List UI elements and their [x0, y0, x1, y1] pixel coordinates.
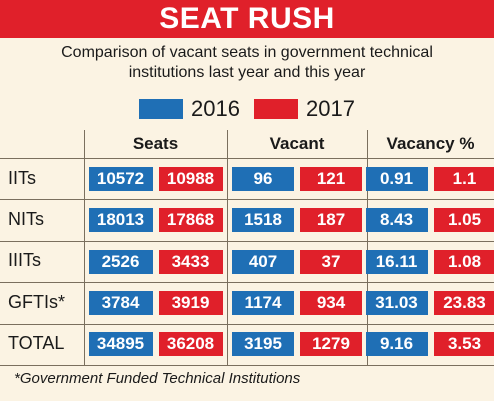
- column-header: Seats: [132, 134, 179, 153]
- legend-swatch-2016: [139, 99, 184, 119]
- value-2017: 37: [300, 249, 362, 274]
- value-2017: 3919: [158, 290, 223, 315]
- value-2016: 18013: [88, 208, 153, 233]
- column-divider: [84, 130, 85, 365]
- value-2017: 934: [300, 290, 362, 315]
- value-2016: 2526: [88, 249, 153, 274]
- footnote: *Government Funded Technical Institution…: [14, 370, 301, 387]
- banner: SEAT RUSH: [0, 0, 494, 38]
- value-2017: 10988: [158, 166, 223, 191]
- banner-title: SEAT RUSH: [159, 2, 335, 35]
- column-divider: [227, 130, 228, 365]
- subtitle-line: institutions last year and this year: [128, 64, 366, 81]
- row-label: GFTIs*: [8, 291, 65, 312]
- legend-item-2017: 2017: [254, 96, 355, 122]
- value-2016: 9.16: [365, 332, 428, 357]
- value-2016: 1174: [232, 290, 294, 315]
- row-divider: [0, 365, 494, 366]
- value-2017: 23.83: [433, 290, 494, 315]
- value-2016: 31.03: [365, 290, 428, 315]
- row-divider: [0, 323, 494, 325]
- row-divider: [0, 282, 494, 284]
- row-label: TOTAL: [8, 333, 65, 354]
- column-header: Vacancy %: [386, 134, 475, 153]
- legend: 2016 2017: [0, 95, 494, 123]
- row-divider: [0, 240, 494, 242]
- value-2016: 96: [232, 166, 294, 191]
- row-divider: [0, 199, 494, 201]
- value-2016: 8.43: [365, 208, 428, 233]
- row-label: IITs: [8, 167, 37, 188]
- column-header: Vacant: [269, 134, 325, 153]
- value-2017: 36208: [158, 332, 223, 357]
- value-2017: 3.53: [433, 332, 494, 357]
- legend-label: 2017: [306, 96, 355, 121]
- value-2017: 17868: [158, 208, 223, 233]
- legend-item-2016: 2016: [139, 96, 240, 122]
- column-divider: [367, 130, 368, 365]
- legend-swatch-2017: [254, 99, 298, 119]
- value-2016: 0.91: [365, 166, 428, 191]
- value-2016: 3195: [232, 332, 294, 357]
- row-label: NITs: [8, 208, 44, 229]
- value-2017: 1.1: [433, 166, 494, 191]
- value-2017: 187: [300, 208, 362, 233]
- value-2016: 34895: [88, 332, 153, 357]
- value-2017: 1279: [300, 332, 362, 357]
- value-2017: 1.08: [433, 249, 494, 274]
- value-2017: 3433: [158, 249, 223, 274]
- value-2016: 407: [232, 249, 294, 274]
- value-2017: 121: [300, 166, 362, 191]
- value-2016: 16.11: [365, 249, 428, 274]
- legend-label: 2016: [191, 96, 240, 121]
- row-label: IIITs: [8, 250, 42, 271]
- subtitle-line: Comparison of vacant seats in government…: [61, 44, 433, 61]
- row-divider: [0, 158, 494, 159]
- value-2017: 1.05: [433, 208, 494, 233]
- subtitle: Comparison of vacant seats in government…: [0, 43, 494, 83]
- value-2016: 3784: [88, 290, 153, 315]
- value-2016: 1518: [232, 208, 294, 233]
- value-2016: 10572: [88, 166, 153, 191]
